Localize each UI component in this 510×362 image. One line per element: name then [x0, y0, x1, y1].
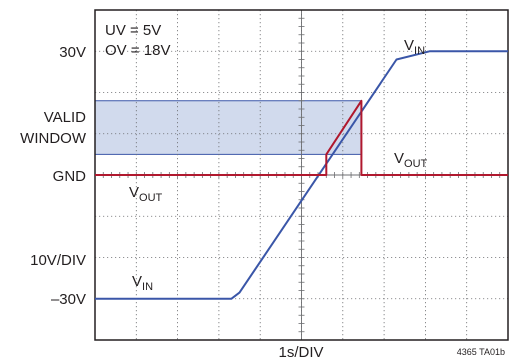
vin-trace: [95, 50, 508, 300]
y-label-top: 30V: [59, 44, 86, 61]
vout-trace: [95, 99, 508, 176]
y-label-gnd: GND: [53, 168, 87, 185]
vin-label-top: VIN: [404, 37, 425, 57]
vin-label-bottom: VIN: [132, 273, 153, 293]
figure-id: 4365 TA01b: [457, 347, 505, 357]
window-label-line1: VALID: [44, 109, 86, 126]
uv-annotation: UV = 5V: [105, 22, 161, 39]
vout-label-left: VOUT: [129, 184, 163, 204]
y-label-bottom: –30V: [51, 291, 86, 308]
y-label-scale: 10V/DIV: [30, 252, 86, 269]
valid-window-band: [94, 100, 362, 155]
vout-label-right: VOUT: [394, 150, 428, 170]
window-label-line2: WINDOW: [20, 130, 87, 147]
x-axis-label: 1s/DIV: [278, 344, 323, 361]
ov-annotation: OV = 18V: [105, 42, 170, 59]
